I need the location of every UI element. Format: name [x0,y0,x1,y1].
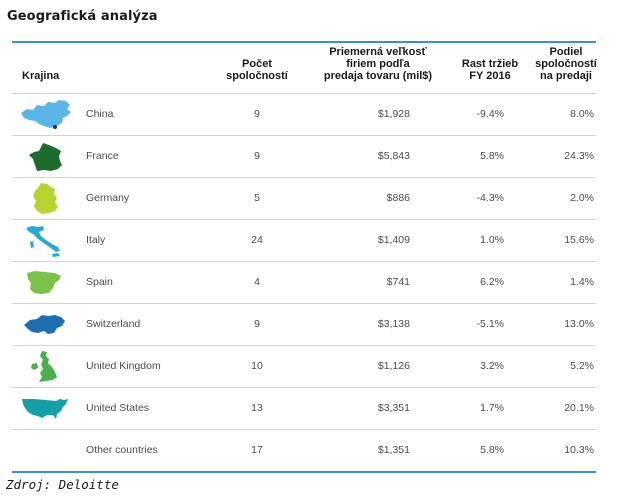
country-name: Other countries [86,444,158,456]
united-states-map-icon [16,388,74,429]
france-map-icon [16,136,74,177]
company-count: 4 [254,276,260,288]
revenue-growth: 6.2% [480,276,504,288]
average-revenue: $1,126 [377,360,410,372]
revenue-growth: 1.7% [480,402,504,414]
united-kingdom-map-icon [16,346,74,387]
company-count: 9 [254,150,260,162]
average-revenue: $1,351 [377,444,410,456]
company-count: 10 [251,360,263,372]
revenue-growth: 5.8% [480,150,504,162]
country-name: Italy [86,234,106,246]
sales-share: 5.2% [570,360,594,372]
average-revenue: $1,409 [377,234,410,246]
spain-map-icon [16,262,74,303]
table-row: Italy 24 $1,409 1.0% 15.6% [12,220,596,262]
revenue-growth: -5.1% [476,318,504,330]
header-revenue-growth: Rast tržieb FY 2016 [461,58,519,82]
china-map-icon [16,94,74,135]
switzerland-map-icon [16,304,74,345]
average-revenue: $886 [386,192,410,204]
average-revenue: $5,843 [377,150,410,162]
table-row: United States 13 $3,351 1.7% 20.1% [12,388,596,430]
company-count: 13 [251,402,263,414]
header-sales-share: Podiel spoločností na predaji [535,46,597,82]
header-country: Krajina [22,70,60,82]
sales-share: 20.1% [564,402,594,414]
table-row: Other countries 17 $1,351 5.8% 10.3% [12,430,596,473]
company-count: 9 [254,318,260,330]
header-company-count: Počet spoločností [226,58,288,82]
italy-map-icon [16,220,74,261]
average-revenue: $3,138 [377,318,410,330]
revenue-growth: 3.2% [480,360,504,372]
country-name: France [86,150,119,162]
germany-map-icon [16,178,74,219]
revenue-growth: 1.0% [480,234,504,246]
company-count: 9 [254,108,260,120]
revenue-growth: 5.8% [480,444,504,456]
geographic-table: Krajina Počet spoločností Priemerná veľk… [12,41,597,473]
table-top-rule [12,41,596,43]
average-revenue: $1,928 [377,108,410,120]
country-name: China [86,108,114,120]
sales-share: 2.0% [570,192,594,204]
average-revenue: $3,351 [377,402,410,414]
country-name: Switzerland [86,318,141,330]
header-average-revenue: Priemerná veľkosť firiem podľa predaja t… [323,46,433,82]
company-count: 17 [251,444,263,456]
table-row: Spain 4 $741 6.2% 1.4% [12,262,596,304]
sales-share: 24.3% [564,150,594,162]
sales-share: 10.3% [564,444,594,456]
company-count: 5 [254,192,260,204]
country-name: Spain [86,276,113,288]
country-name: Germany [86,192,130,204]
sales-share: 1.4% [570,276,594,288]
table-row: Switzerland 9 $3,138 -5.1% 13.0% [12,304,596,346]
source-note: Zdroj: Deloitte [6,477,119,492]
revenue-growth: -9.4% [476,108,504,120]
sales-share: 15.6% [564,234,594,246]
country-name: United States [86,402,150,414]
revenue-growth: -4.3% [476,192,504,204]
average-revenue: $741 [386,276,410,288]
sales-share: 13.0% [564,318,594,330]
country-name: United Kingdom [86,360,161,372]
table-row: France 9 $5,843 5.8% 24.3% [12,136,596,178]
table-row: Germany 5 $886 -4.3% 2.0% [12,178,596,220]
sales-share: 8.0% [570,108,594,120]
company-count: 24 [251,234,263,246]
page-title: Geografická analýza [7,9,158,24]
table-row: United Kingdom 10 $1,126 3.2% 5.2% [12,346,596,388]
table-header: Krajina Počet spoločností Priemerná veľk… [12,43,597,94]
table-row: China 9 $1,928 -9.4% 8.0% [12,94,596,136]
